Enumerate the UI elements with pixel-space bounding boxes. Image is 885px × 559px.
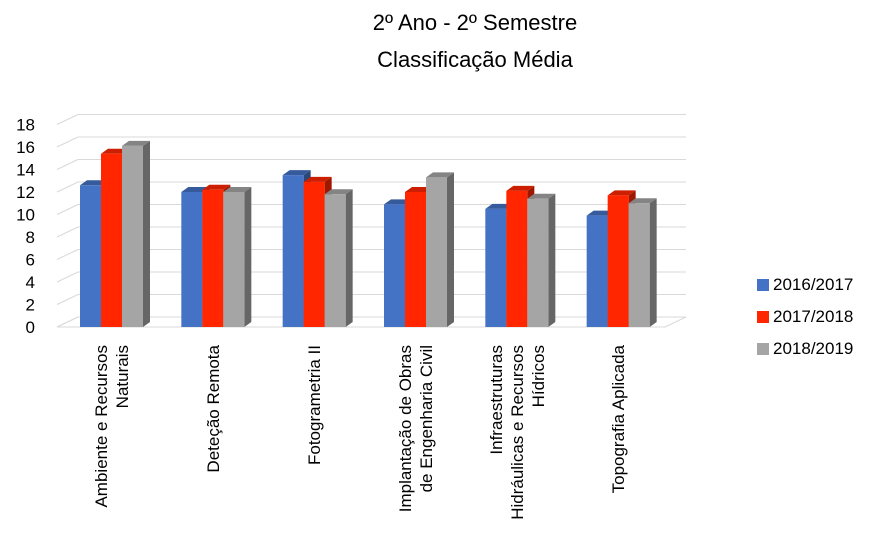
legend-item-2017-2018: 2017/2018 bbox=[757, 305, 853, 328]
bar-top bbox=[122, 140, 150, 146]
x-tick-label-line: de Engenharia Civil bbox=[417, 345, 436, 492]
y-tick-label: 0 bbox=[26, 318, 35, 337]
x-tick-label-line: Topografia Aplicada bbox=[609, 344, 628, 493]
bar-top bbox=[506, 185, 535, 191]
bar bbox=[426, 177, 447, 327]
bar bbox=[586, 215, 608, 327]
x-tick-label: Fotogrametria II bbox=[305, 345, 324, 465]
chart-subtitle: Classificação Média bbox=[377, 47, 573, 72]
bar bbox=[303, 181, 325, 327]
gridline-wall bbox=[56, 316, 79, 328]
bar bbox=[80, 185, 101, 327]
bar bbox=[324, 194, 346, 327]
gridline-wall bbox=[56, 294, 79, 305]
bar-top bbox=[485, 203, 514, 209]
bar bbox=[527, 198, 549, 327]
bar-side bbox=[447, 172, 454, 327]
gridline-wall bbox=[56, 249, 79, 260]
bar-top bbox=[223, 187, 252, 192]
legend-swatch-2018-2019 bbox=[757, 342, 769, 355]
x-tick-label-line: Naturais bbox=[113, 345, 132, 408]
bar-side bbox=[244, 187, 252, 327]
bar bbox=[485, 208, 507, 327]
x-tick-label-line: Deteção Remota bbox=[204, 344, 223, 472]
x-tick-label-line: Implantação de Obras bbox=[396, 345, 415, 512]
gridline-wall bbox=[56, 226, 79, 238]
bar-side bbox=[143, 140, 150, 327]
legend-item-2016-2017: 2016/2017 bbox=[757, 273, 853, 296]
legend-label: 2017/2018 bbox=[773, 307, 854, 326]
x-tick-label: Implantação de Obras de Engenharia Civil bbox=[396, 345, 436, 512]
y-tick-label: 8 bbox=[26, 228, 35, 247]
bar-top bbox=[202, 184, 231, 190]
gridline-wall bbox=[56, 181, 79, 193]
y-tick-label: 12 bbox=[16, 183, 35, 202]
bar bbox=[202, 189, 224, 327]
x-tick-label-line: Infraestruturas bbox=[487, 345, 506, 455]
bar bbox=[181, 192, 203, 327]
y-tick-label: 16 bbox=[16, 138, 35, 157]
bar bbox=[628, 203, 650, 327]
bar bbox=[607, 195, 629, 327]
y-tick-label: 14 bbox=[16, 161, 35, 180]
x-tick-label-line: Hídricos bbox=[529, 345, 548, 407]
legend-item-2018-2019: 2018/2019 bbox=[757, 337, 853, 360]
bar bbox=[122, 145, 143, 327]
bar-top bbox=[303, 176, 332, 182]
y-tick-label: 18 bbox=[16, 116, 35, 135]
legend: 2016/2017 2017/2018 2018/2019 bbox=[757, 273, 853, 369]
y-tick-label: 10 bbox=[16, 206, 35, 225]
bar-side bbox=[649, 198, 657, 327]
x-tick-label: Ambiente e Recursos Naturais bbox=[92, 345, 132, 508]
bar-top bbox=[426, 172, 454, 178]
x-tick-label: Infraestruturas Hidráulicas e Recursos Híd… bbox=[487, 345, 548, 520]
bar bbox=[384, 204, 405, 327]
bar bbox=[223, 192, 245, 327]
y-tick-label: 6 bbox=[26, 251, 35, 270]
x-tick-label-line: Fotogrametria II bbox=[305, 345, 324, 465]
legend-swatch-2017-2018 bbox=[757, 310, 769, 323]
legend-label: 2016/2017 bbox=[773, 275, 854, 294]
x-tick-label: Deteção Remota bbox=[204, 344, 223, 472]
bar bbox=[282, 175, 304, 327]
bar-top bbox=[527, 193, 556, 199]
y-tick-label: 2 bbox=[26, 296, 35, 315]
bar-top bbox=[324, 189, 353, 195]
bar-top bbox=[607, 190, 636, 196]
bar-top bbox=[628, 198, 657, 204]
gridline-wall bbox=[56, 271, 79, 283]
bar bbox=[101, 153, 122, 327]
chart-title: 2º Ano - 2º Semestre bbox=[372, 10, 578, 35]
x-tick-label-line: Ambiente e Recursos bbox=[92, 345, 111, 508]
legend-swatch-2016-2017 bbox=[757, 278, 769, 291]
bar-top bbox=[282, 170, 311, 176]
x-tick-label: Topografia Aplicada bbox=[609, 344, 628, 493]
gridline-wall bbox=[56, 204, 79, 215]
x-tick-label-line: Hidráulicas e Recursos bbox=[508, 345, 527, 520]
gridline-wall bbox=[56, 136, 79, 148]
gridline-wall bbox=[56, 159, 79, 170]
y-tick-label: 4 bbox=[26, 273, 35, 292]
bar-side bbox=[548, 193, 556, 327]
bar bbox=[506, 190, 528, 327]
legend-label: 2018/2019 bbox=[773, 339, 854, 358]
bar bbox=[405, 192, 426, 327]
bar-side bbox=[345, 189, 353, 327]
gridline-wall bbox=[56, 114, 79, 125]
